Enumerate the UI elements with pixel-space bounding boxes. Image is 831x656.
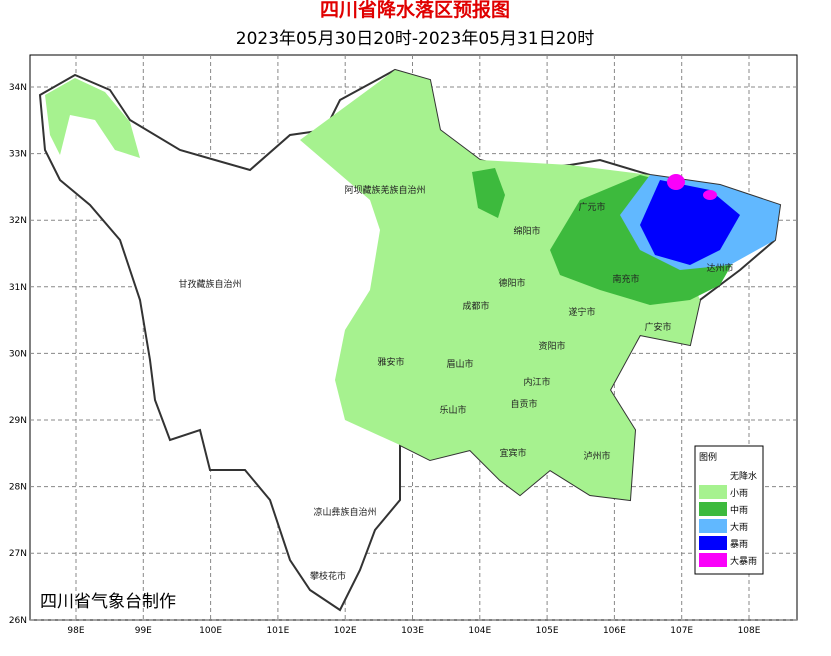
legend-swatch [699, 519, 727, 533]
legend-swatch [699, 485, 727, 499]
region-label: 攀枝花市 [310, 570, 346, 582]
region-label: 内江市 [523, 376, 550, 388]
legend-label: 大雨 [730, 521, 748, 533]
legend-label: 无降水 [730, 470, 757, 482]
legend-label: 小雨 [730, 488, 748, 499]
region-label: 甘孜藏族自治州 [178, 278, 241, 290]
region-label: 德阳市 [498, 277, 525, 289]
region-label: 广安市 [644, 321, 671, 333]
region-label: 眉山市 [446, 358, 473, 370]
region-label: 宜宾市 [499, 447, 526, 459]
lat-label: 26N [9, 616, 27, 626]
legend-label: 中雨 [730, 504, 748, 516]
region-label: 雅安市 [377, 356, 404, 368]
legend-label: 大暴雨 [730, 555, 757, 567]
region-label: 遂宁市 [568, 306, 595, 318]
lon-label: 99E [135, 626, 152, 636]
legend-label: 暴雨 [730, 539, 748, 550]
lon-label: 107E [670, 626, 693, 636]
region-label: 成都市 [462, 300, 489, 312]
lon-label: 104E [468, 626, 491, 636]
lon-label: 101E [266, 626, 289, 636]
region-label: 绵阳市 [513, 225, 540, 237]
lon-label: 102E [334, 626, 357, 636]
lon-label: 108E [738, 626, 761, 636]
region-label: 自贡市 [510, 398, 537, 410]
lat-label: 27N [9, 549, 27, 559]
legend-swatch [699, 468, 727, 482]
heavy-rainstorm-area [667, 174, 685, 190]
light-rain-area [300, 70, 700, 500]
lat-label: 29N [9, 416, 27, 426]
region-label: 凉山彝族自治州 [313, 506, 376, 518]
moderate-rain-area [472, 168, 505, 218]
rainstorm-area [640, 180, 740, 265]
region-label: 乐山市 [439, 404, 466, 416]
lat-label: 28N [9, 483, 27, 493]
lat-label: 33N [9, 150, 27, 160]
region-label: 南充市 [612, 273, 639, 285]
region-label: 广元市 [578, 201, 605, 213]
lat-label: 34N [9, 83, 27, 93]
lat-label: 31N [9, 283, 27, 293]
region-label: 泸州市 [583, 450, 610, 462]
heavy-rainstorm-area [703, 190, 717, 200]
region-label: 阿坝藏族羌族自治州 [344, 184, 425, 196]
lat-label: 32N [9, 216, 27, 226]
light-rain-area [45, 78, 140, 158]
legend-swatch [699, 502, 727, 516]
lat-label: 30N [9, 349, 27, 359]
lon-label: 105E [536, 626, 559, 636]
lon-label: 106E [603, 626, 626, 636]
lon-label: 103E [401, 626, 424, 636]
subtitle: 2023年05月30日20时-2023年05月31日20时 [236, 29, 594, 49]
legend-swatch [699, 553, 727, 567]
region-label: 资阳市 [538, 340, 565, 352]
region-label: 达州市 [706, 262, 733, 274]
lon-label: 98E [67, 626, 84, 636]
credit: 四川省气象台制作 [40, 592, 176, 612]
legend-title: 图例 [699, 451, 717, 463]
lon-label: 100E [199, 626, 222, 636]
legend-swatch [699, 536, 727, 550]
title: 四川省降水落区预报图 [320, 0, 510, 21]
